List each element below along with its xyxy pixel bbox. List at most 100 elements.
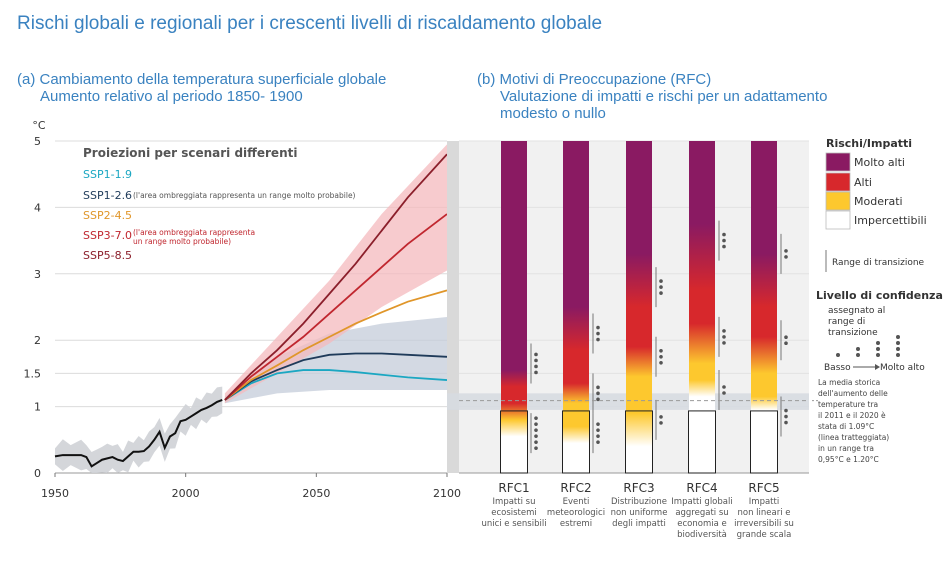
historical-note-line: il 2011 e il 2020 è xyxy=(818,411,886,420)
confidence-dot xyxy=(659,421,663,425)
y-tick-label: 1.5 xyxy=(24,367,42,380)
risk-legend-title: Rischi/Impatti xyxy=(826,137,912,150)
historical-note-line: 0,95°C e 1.20°C xyxy=(818,455,879,464)
confidence-dot xyxy=(534,370,538,375)
confidence-dot xyxy=(534,440,538,444)
confidence-legend-sub: range di xyxy=(828,317,865,327)
main-title: Rischi globali e regionali per i crescen… xyxy=(17,13,603,34)
confidence-legend-dot xyxy=(896,353,900,357)
confidence-legend-dot xyxy=(856,353,860,357)
confidence-dot xyxy=(784,335,788,340)
panel-b-title-line2: Valutazione di impatti e rischi per un a… xyxy=(500,88,828,105)
x-tick-label: 1950 xyxy=(41,487,69,500)
y-tick-label: 5 xyxy=(34,135,41,148)
confidence-dot xyxy=(659,355,663,359)
confidence-legend-dot xyxy=(836,353,840,357)
rfc-label-line: Impatti xyxy=(749,497,779,507)
rfc-label-line: non uniforme xyxy=(611,508,668,518)
historical-note-line: (linea tratteggiata) xyxy=(818,433,889,442)
legend-note-ssp126: (l'area ombreggiata rappresenta un range… xyxy=(133,191,356,200)
historical-note-line: temperature tra xyxy=(818,400,878,409)
rfc-label-line: biodiversità xyxy=(677,530,727,540)
rfc-label-line: non lineari e xyxy=(737,508,790,518)
confidence-dot xyxy=(596,331,600,336)
confidence-dot xyxy=(722,335,726,339)
series-line-ssp126 xyxy=(224,352,448,401)
confidence-dot xyxy=(596,440,600,444)
y-tick-label: 1 xyxy=(34,401,41,414)
legend-entry-ssp126: SSP1-2.6 xyxy=(83,189,132,202)
panel-a-title-line2: Aumento relativo al periodo 1850- 1900 xyxy=(40,88,303,105)
historical-note-line: dell'aumento delle xyxy=(818,389,888,398)
confidence-legend-sub: assegnato al xyxy=(828,306,885,316)
legend-swatch-moderate xyxy=(825,191,851,211)
confidence-dot xyxy=(659,291,663,295)
x-tick-label: 2050 xyxy=(302,487,330,500)
legend-label-very-high: Molto alti xyxy=(854,156,905,169)
legend-swatch-undetectable xyxy=(825,210,851,230)
rfc-code-rfc5: RFC5 xyxy=(748,481,779,495)
x-tick-label: 2000 xyxy=(172,487,200,500)
rfc-label-line: degli impatti xyxy=(612,519,666,529)
panel-a-title: (a) Cambiamento della temperatura superf… xyxy=(17,71,386,105)
confidence-dot xyxy=(784,420,788,425)
confidence-legend-dot xyxy=(876,341,880,345)
confidence-dot xyxy=(784,408,788,413)
rfc-column-rfc2 xyxy=(563,141,589,473)
confidence-dot xyxy=(534,434,538,438)
confidence-dot xyxy=(596,397,600,402)
confidence-dot xyxy=(659,349,663,353)
panel-b-title: (b) Motivi di Preoccupazione (RFC) Valut… xyxy=(477,71,827,122)
rfc-outline-rfc2 xyxy=(562,410,590,474)
confidence-dot xyxy=(722,385,726,389)
legend-label-moderate: Moderati xyxy=(854,195,903,208)
confidence-dot xyxy=(534,446,538,450)
confidence-legend-dot xyxy=(896,347,900,351)
legend-label-undetectable: Impercettibili xyxy=(854,214,927,227)
confidence-dot xyxy=(596,434,600,438)
confidence-dot xyxy=(784,414,788,419)
confidence-dot xyxy=(534,352,538,357)
confidence-legend-dot xyxy=(896,341,900,345)
rfc-label-line: Eventi xyxy=(563,497,590,507)
confidence-dot xyxy=(596,385,600,390)
confidence-dot xyxy=(722,391,726,395)
confidence-high-label: Molto alto xyxy=(880,363,925,373)
legend-entry-ssp370: SSP3-7.0 xyxy=(83,229,132,242)
confidence-dot xyxy=(596,391,600,396)
rfc-column-rfc3 xyxy=(626,141,652,473)
legend-swatch-very-high xyxy=(825,152,851,172)
legend-title: Proiezioni per scenari differenti xyxy=(83,146,297,160)
confidence-dot xyxy=(596,422,600,426)
rfc-column-rfc5 xyxy=(751,141,777,473)
confidence-legend-dot xyxy=(896,335,900,339)
series-line-ssp585 xyxy=(224,153,448,401)
band-ssp126 xyxy=(224,316,447,404)
rfc-code-rfc4: RFC4 xyxy=(686,481,717,495)
y-tick-label: 4 xyxy=(34,201,41,214)
rfc-label-line: ecosistemi xyxy=(491,508,537,518)
legend-entry-ssp245: SSP2-4.5 xyxy=(83,209,132,222)
rfc-outline-rfc4 xyxy=(688,410,716,474)
rfc-code-rfc2: RFC2 xyxy=(560,481,591,495)
rfc-label-line: Impatti globali xyxy=(671,497,732,507)
rfc-column-rfc1 xyxy=(501,141,527,473)
legend-swatch-high xyxy=(825,172,851,192)
confidence-dot xyxy=(534,358,538,363)
legend-label-high: Alti xyxy=(854,176,872,189)
legend-note-ssp370-line1: (l'area ombreggiata rappresenta xyxy=(133,228,255,237)
y-tick-label: 3 xyxy=(34,268,41,281)
legend-note-ssp370-line2: un range molto probabile) xyxy=(133,237,231,246)
confidence-dot xyxy=(784,341,788,346)
series-line-ssp119 xyxy=(224,369,448,401)
confidence-dot xyxy=(659,415,663,419)
confidence-arrow-head xyxy=(875,364,880,370)
confidence-legend-dot xyxy=(876,347,880,351)
rfc-label-line: unici e sensibili xyxy=(481,519,546,529)
confidence-low-label: Basso xyxy=(824,363,851,373)
confidence-legend-sub: transizione xyxy=(828,328,878,338)
confidence-dot xyxy=(659,285,663,289)
panel-b-title-line3: modesto o nullo xyxy=(500,105,606,122)
confidence-dot xyxy=(784,249,788,253)
